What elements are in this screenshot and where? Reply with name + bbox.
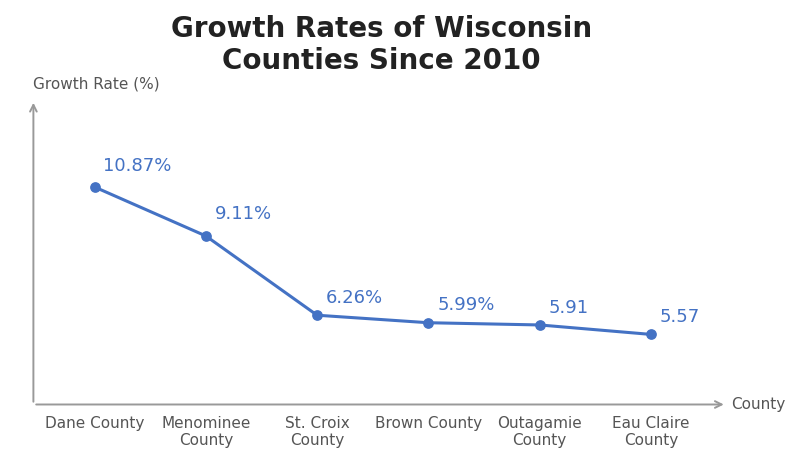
Point [645, 331, 658, 338]
Point [199, 232, 212, 240]
Text: 6.26%: 6.26% [326, 289, 383, 307]
Text: 9.11%: 9.11% [214, 206, 272, 224]
Text: Growth Rate (%): Growth Rate (%) [34, 77, 160, 92]
Text: 5.91: 5.91 [549, 299, 589, 317]
Point [422, 319, 434, 326]
Text: 10.87%: 10.87% [103, 156, 172, 175]
Point [534, 321, 546, 329]
Point [310, 312, 323, 319]
Text: 5.57: 5.57 [660, 308, 700, 326]
Point [88, 183, 101, 191]
Text: 5.99%: 5.99% [438, 296, 494, 314]
Title: Growth Rates of Wisconsin
Counties Since 2010: Growth Rates of Wisconsin Counties Since… [170, 15, 592, 75]
Text: County: County [731, 397, 786, 412]
